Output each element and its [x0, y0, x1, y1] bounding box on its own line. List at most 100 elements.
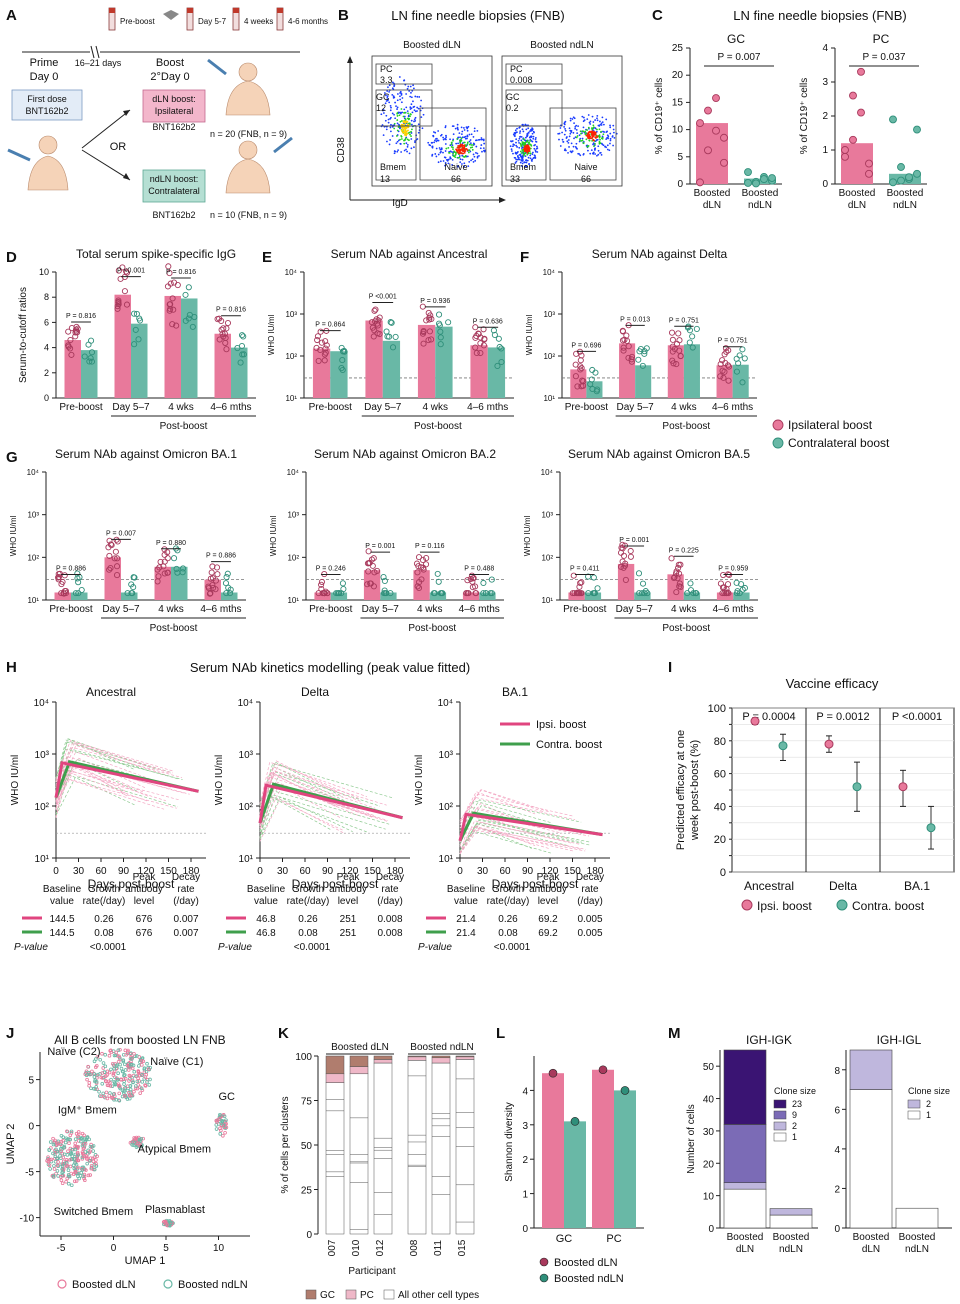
- data-point-C1: [744, 178, 752, 187]
- legend-ipsi-marker-icon: [57, 1279, 67, 1289]
- flow-event-dot: [520, 135, 523, 138]
- y-axis-label-L: Shannon diversity: [504, 1102, 515, 1182]
- bar-G2: [462, 592, 480, 600]
- data-point-F: [620, 347, 627, 354]
- table-cell-contra-H: 0.007: [173, 928, 198, 939]
- timeline-label: 4 weeks: [244, 17, 273, 26]
- data-point-C1: [720, 133, 728, 142]
- flow-event-dot: [588, 139, 591, 142]
- bar-D: [231, 347, 248, 398]
- flow-event-dot: [587, 145, 590, 147]
- flow-event-dot: [466, 155, 469, 158]
- data-point-G3: [590, 574, 597, 581]
- flow-event-dot: [444, 137, 446, 140]
- flow-event-dot: [612, 144, 614, 147]
- y-tick-label-D: 8: [44, 292, 49, 302]
- flow-event-dot: [520, 156, 523, 159]
- flow-event-dot: [461, 154, 464, 157]
- data-point-G3: [576, 583, 583, 590]
- flow-event-dot: [466, 149, 469, 151]
- umap-cell-dot: [52, 1164, 56, 1168]
- flow-event-dot: [449, 157, 452, 160]
- flow-event-dot: [432, 131, 435, 133]
- umap-cell-dot: [88, 1149, 92, 1154]
- p-value-G2: P = 0.001: [365, 543, 395, 550]
- chart-title-C2: PC: [873, 32, 890, 46]
- umap-cell-dot: [141, 1059, 146, 1064]
- flow-event-dot: [458, 155, 461, 157]
- chart-title-H: Ancestral: [86, 685, 136, 699]
- x-tick-label-I: Ancestral: [744, 879, 794, 893]
- arrow-head-icon: [347, 56, 353, 63]
- umap-cell-dot: [111, 1071, 116, 1076]
- flow-event-dot: [515, 160, 518, 163]
- flow-event-dot: [416, 95, 419, 98]
- data-point-F: [677, 353, 684, 360]
- legend-ndln-marker-icon: [539, 1273, 549, 1283]
- data-point-D: [165, 263, 172, 270]
- legend-label-M1: 23: [792, 1099, 802, 1109]
- panel-letter-B: B: [338, 7, 349, 24]
- legend-contra-marker-icon: [772, 437, 784, 449]
- p-value-E: P <0.001: [369, 294, 397, 301]
- flow-event-dot: [519, 143, 522, 145]
- stack-pc-K: [431, 1057, 451, 1064]
- flow-event-dot: [396, 122, 399, 125]
- flow-event-dot: [434, 131, 437, 134]
- data-point-G1: [55, 574, 62, 581]
- flow-event-dot: [476, 152, 479, 155]
- data-point-D: [65, 342, 72, 349]
- umap-cell-dot: [223, 1130, 227, 1135]
- umap-cell-dot: [107, 1070, 112, 1075]
- data-point-G3: [670, 574, 677, 582]
- data-point-E: [425, 309, 432, 317]
- flow-event-dot: [600, 154, 603, 156]
- bar-L: [592, 1069, 614, 1228]
- flow-event-dot: [602, 133, 605, 136]
- data-point-D: [119, 264, 126, 271]
- y-tick-label-J: -5: [25, 1168, 34, 1179]
- y-tick-label-H: 10³: [439, 750, 454, 761]
- table-cell-ipsi-H: 251: [340, 914, 357, 925]
- data-point-E: [388, 319, 395, 326]
- x-tick-label-G2: Pre-boost: [309, 604, 353, 615]
- flow-event-dot: [587, 137, 590, 140]
- data-point-I: [926, 823, 936, 833]
- flow-event-dot: [442, 138, 445, 141]
- data-point-D: [223, 325, 230, 332]
- umap-cell-dot: [125, 1097, 130, 1101]
- data-point-G1: [161, 570, 168, 577]
- bar-G1: [71, 592, 88, 600]
- umap-cell-dot: [141, 1136, 145, 1141]
- data-point-F: [689, 344, 696, 351]
- umap-cell-dot: [122, 1079, 126, 1084]
- flow-event-dot: [521, 128, 524, 131]
- flow-event-dot: [523, 161, 526, 164]
- data-point-E: [374, 322, 381, 329]
- umap-cell-dot: [59, 1133, 64, 1138]
- data-point-G2: [383, 590, 390, 597]
- bar-E: [435, 326, 453, 398]
- flow-event-dot: [559, 127, 562, 129]
- flow-event-dot: [459, 158, 462, 161]
- gate-bmem-value: 33: [510, 174, 520, 184]
- flow-event-dot: [573, 137, 575, 140]
- flow-event-dot: [578, 140, 581, 143]
- flow-event-dot: [527, 150, 529, 153]
- x-tick-label-H: 90: [522, 866, 534, 877]
- flow-event-dot: [407, 115, 410, 118]
- umap-cell-dot: [84, 1168, 88, 1172]
- flow-event-dot: [399, 138, 401, 141]
- data-point-G3: [591, 590, 598, 597]
- dln-boost-box: [142, 89, 206, 123]
- y-tick-label-H: 10³: [35, 750, 50, 761]
- flow-event-dot: [414, 140, 416, 142]
- cluster-label-J: Plasmablast: [145, 1204, 205, 1216]
- data-point-G1: [112, 548, 119, 555]
- data-point-I: [824, 739, 834, 749]
- data-point-D: [234, 345, 241, 352]
- flow-event-dot: [403, 142, 406, 145]
- y-tick-label-L: 0: [522, 1224, 528, 1235]
- bar-E: [487, 347, 506, 398]
